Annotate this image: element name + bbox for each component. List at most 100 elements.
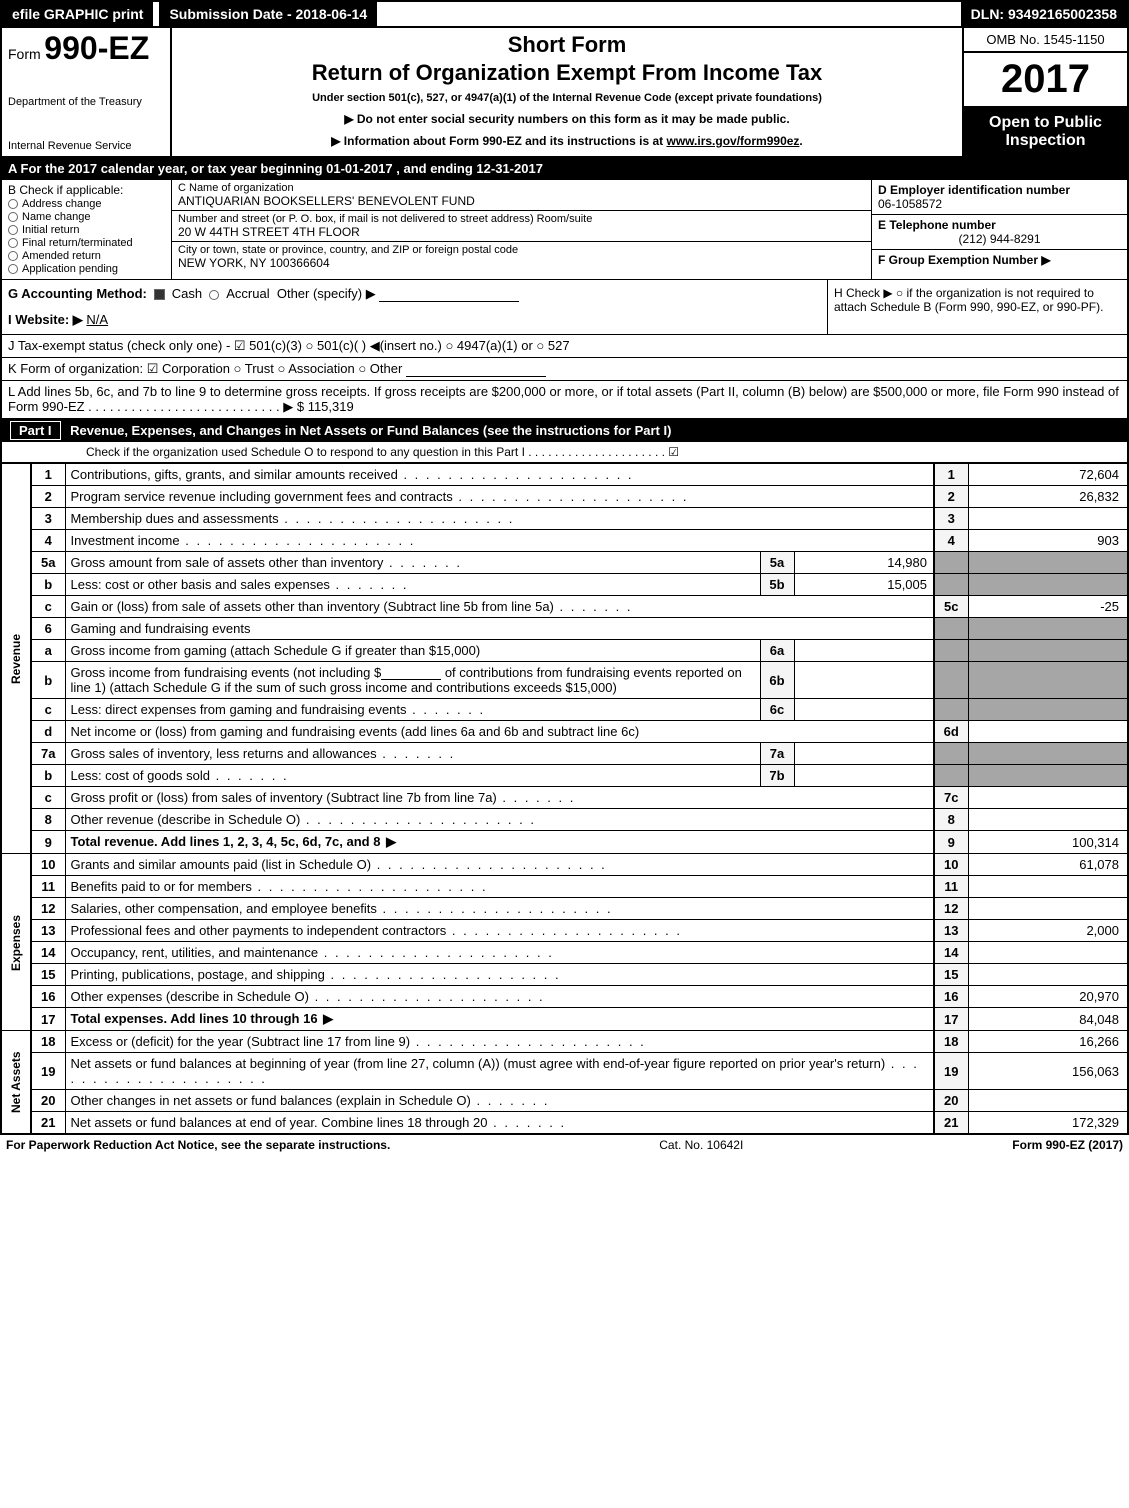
line6b-input[interactable]	[381, 666, 441, 680]
line8-amt	[968, 809, 1128, 831]
line18-text: Excess or (deficit) for the year (Subtra…	[71, 1034, 646, 1049]
part1-sub: Check if the organization used Schedule …	[0, 442, 1129, 463]
dln-badge: DLN: 93492165002358	[961, 2, 1127, 26]
side-expenses: Expenses	[1, 854, 31, 1031]
header-right: OMB No. 1545-1150 2017 Open to PublicIns…	[962, 28, 1127, 156]
chk-initial-return[interactable]	[8, 225, 18, 235]
g-accrual-check[interactable]	[209, 290, 219, 300]
line5a-text: Gross amount from sale of assets other t…	[71, 555, 462, 570]
line12-text: Salaries, other compensation, and employ…	[71, 901, 613, 916]
line2-amt: 26,832	[968, 486, 1128, 508]
section-k: K Form of organization: ☑ Corporation ○ …	[0, 358, 1129, 381]
d-ein: 06-1058572	[878, 197, 1121, 211]
part1-header: Part I Revenue, Expenses, and Changes in…	[0, 419, 1129, 442]
page-footer: For Paperwork Reduction Act Notice, see …	[0, 1134, 1129, 1155]
line18-amt: 16,266	[968, 1031, 1128, 1053]
chk-address-change[interactable]	[8, 199, 18, 209]
line7a-text: Gross sales of inventory, less returns a…	[71, 746, 456, 761]
line19-text: Net assets or fund balances at beginning…	[71, 1056, 919, 1086]
k-other-input[interactable]	[406, 363, 546, 377]
dept-irs: Internal Revenue Service	[8, 140, 164, 152]
line19-amt: 156,063	[968, 1053, 1128, 1090]
under-section: Under section 501(c), 527, or 4947(a)(1)…	[180, 92, 954, 104]
footer-formno: Form 990-EZ (2017)	[1012, 1138, 1123, 1152]
top-bar: efile GRAPHIC print Submission Date - 20…	[0, 0, 1129, 28]
line13-text: Professional fees and other payments to …	[71, 923, 683, 938]
line11-text: Benefits paid to or for members	[71, 879, 488, 894]
line2-text: Program service revenue including govern…	[71, 489, 689, 504]
line9-amt: 100,314	[968, 831, 1128, 854]
line16-amt: 20,970	[968, 986, 1128, 1008]
section-gh: G Accounting Method: Cash Accrual Other …	[0, 280, 1129, 335]
h-text: H Check ▶ ○ if the organization is not r…	[827, 280, 1127, 334]
form-header: Form 990-EZ Department of the Treasury I…	[0, 28, 1129, 158]
footer-left: For Paperwork Reduction Act Notice, see …	[6, 1138, 390, 1152]
submission-date-badge: Submission Date - 2018-06-14	[159, 2, 377, 26]
line5a-subamt: 14,980	[794, 552, 934, 574]
g-label: G Accounting Method:	[8, 286, 147, 301]
line21-amt: 172,329	[968, 1112, 1128, 1134]
g-cash-check[interactable]	[154, 289, 165, 300]
line14-text: Occupancy, rent, utilities, and maintena…	[71, 945, 554, 960]
line20-amt	[968, 1090, 1128, 1112]
line13-amt: 2,000	[968, 920, 1128, 942]
line11-amt	[968, 876, 1128, 898]
c-name: ANTIQUARIAN BOOKSELLERS' BENEVOLENT FUND	[178, 194, 865, 208]
section-j: J Tax-exempt status (check only one) - ☑…	[0, 335, 1129, 358]
line5c-amt: -25	[968, 596, 1128, 618]
a-end: 12-31-2017	[476, 161, 543, 176]
a-mid: , and ending	[393, 161, 477, 176]
section-bcdef: B Check if applicable: Address change Na…	[0, 180, 1129, 280]
header-left: Form 990-EZ Department of the Treasury I…	[2, 28, 172, 156]
a-text-pre: A For the 2017 calendar year, or tax yea…	[8, 161, 326, 176]
chk-application-pending[interactable]	[8, 264, 18, 274]
section-a: A For the 2017 calendar year, or tax yea…	[0, 158, 1129, 180]
line6a-text: Gross income from gaming (attach Schedul…	[65, 640, 760, 662]
c-street-label: Number and street (or P. O. box, if mail…	[178, 213, 865, 225]
line17-amt: 84,048	[968, 1008, 1128, 1031]
footer-catno: Cat. No. 10642I	[390, 1138, 1012, 1152]
side-revenue: Revenue	[1, 464, 31, 854]
line15-text: Printing, publications, postage, and shi…	[71, 967, 561, 982]
line6c-subamt	[794, 699, 934, 721]
line16-text: Other expenses (describe in Schedule O)	[71, 989, 545, 1004]
form-prefix: Form	[8, 46, 41, 62]
chk-amended-return[interactable]	[8, 251, 18, 261]
line7c-text: Gross profit or (loss) from sales of inv…	[71, 790, 576, 805]
c-city: NEW YORK, NY 100366604	[178, 256, 865, 270]
warn-ssn: ▶ Do not enter social security numbers o…	[180, 112, 954, 126]
chk-final-return[interactable]	[8, 238, 18, 248]
return-title: Return of Organization Exempt From Incom…	[180, 60, 954, 86]
section-def: D Employer identification number 06-1058…	[872, 180, 1127, 279]
line7a-subamt	[794, 743, 934, 765]
line5b-text: Less: cost or other basis and sales expe…	[71, 577, 409, 592]
form-number: 990-EZ	[44, 30, 149, 66]
c-street: 20 W 44TH STREET 4TH FLOOR	[178, 225, 865, 239]
e-label: E Telephone number	[878, 218, 1121, 232]
l-amount: 115,319	[308, 399, 354, 414]
line10-text: Grants and similar amounts paid (list in…	[71, 857, 607, 872]
line8-text: Other revenue (describe in Schedule O)	[71, 812, 537, 827]
line6a-subamt	[794, 640, 934, 662]
line5c-text: Gain or (loss) from sale of assets other…	[71, 599, 633, 614]
line3-text: Membership dues and assessments	[71, 511, 515, 526]
section-b: B Check if applicable: Address change Na…	[2, 180, 172, 279]
chk-name-change[interactable]	[8, 212, 18, 222]
efile-print-button[interactable]: efile GRAPHIC print	[2, 2, 153, 26]
line1-text: Contributions, gifts, grants, and simila…	[71, 467, 634, 482]
d-label: D Employer identification number	[878, 183, 1121, 197]
section-l: L Add lines 5b, 6c, and 7b to line 9 to …	[0, 381, 1129, 419]
line7b-text: Less: cost of goods sold	[71, 768, 289, 783]
line6c-text: Less: direct expenses from gaming and fu…	[71, 702, 486, 717]
g-other-input[interactable]	[379, 288, 519, 302]
line21-text: Net assets or fund balances at end of ye…	[71, 1115, 567, 1130]
line6b-subamt	[794, 662, 934, 699]
line17-text: Total expenses. Add lines 10 through 16	[71, 1011, 336, 1026]
dept-treasury: Department of the Treasury	[8, 96, 164, 108]
irs-link[interactable]: www.irs.gov/form990ez	[666, 134, 799, 148]
a-begin: 01-01-2017	[326, 161, 393, 176]
i-label: I Website: ▶	[8, 312, 83, 327]
short-form-label: Short Form	[180, 32, 954, 58]
c-city-label: City or town, state or province, country…	[178, 244, 865, 256]
e-phone: (212) 944-8291	[878, 232, 1121, 246]
